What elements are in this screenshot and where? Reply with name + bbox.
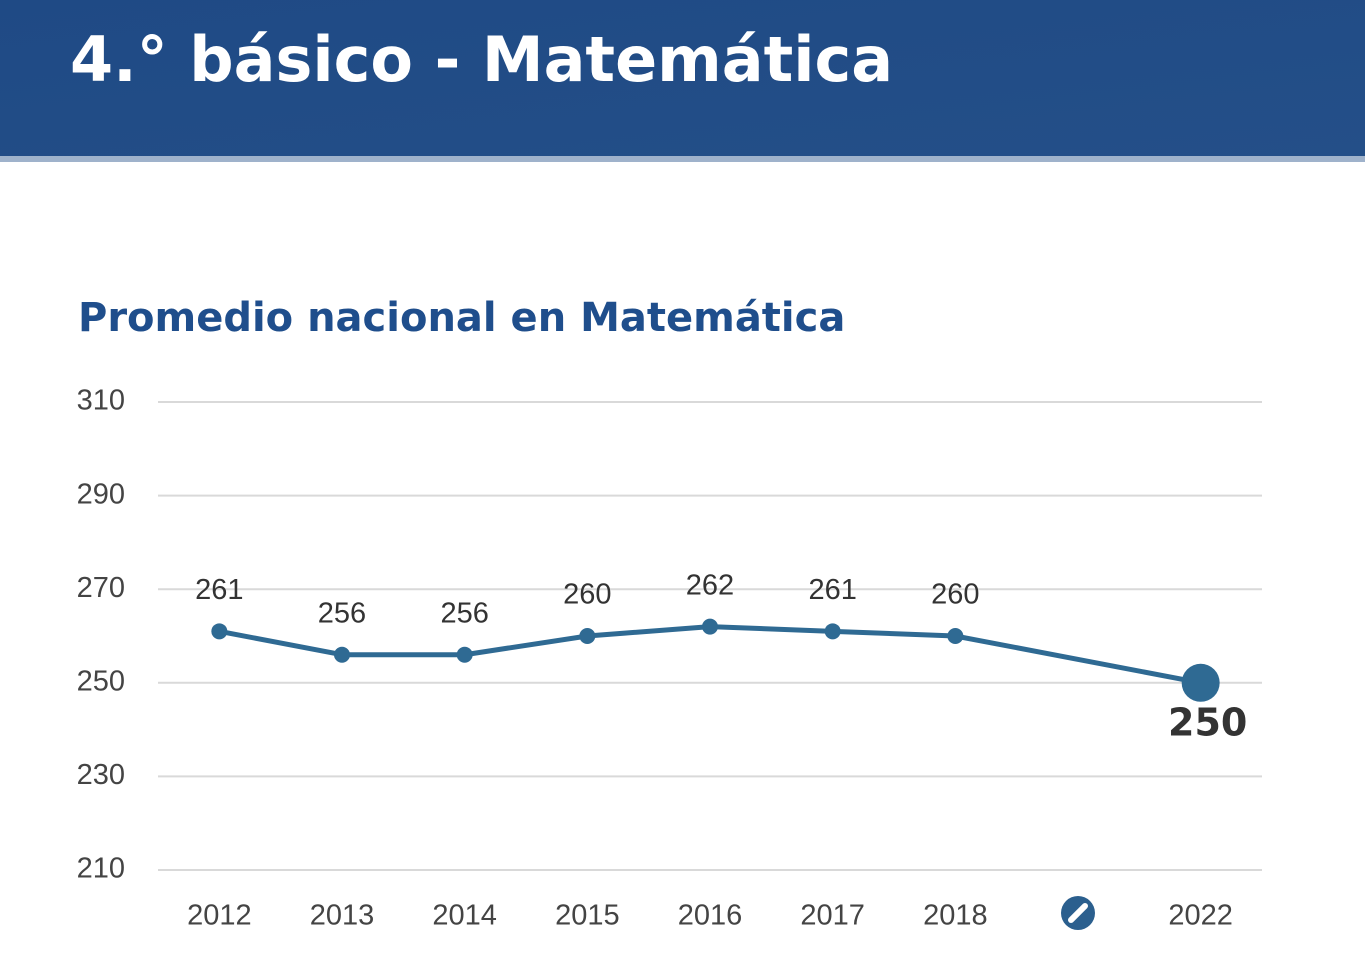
point (1181, 663, 1220, 702)
value-label: 250 (1168, 700, 1247, 744)
y-tick-label: 310 (77, 385, 125, 417)
value-label: 260 (931, 579, 979, 611)
point (334, 646, 350, 663)
point (824, 623, 841, 640)
x-tick-label: 2017 (800, 900, 865, 932)
point (456, 646, 473, 663)
point (579, 628, 596, 644)
point (947, 628, 964, 644)
x-tick-label: 2018 (923, 900, 988, 932)
header-band (0, 0, 1365, 160)
value-label: 262 (686, 569, 734, 601)
x-tick-label: 2015 (555, 900, 620, 932)
value-label: 256 (318, 597, 366, 629)
x-tick-label: 2012 (187, 900, 252, 932)
x-tick-label: 2016 (678, 900, 743, 932)
point (211, 623, 228, 640)
value-label: 261 (808, 574, 856, 606)
y-tick-label: 230 (77, 759, 125, 791)
no-data-icon (1061, 896, 1095, 930)
x-tick-label: 2013 (310, 900, 375, 932)
value-label: 261 (195, 574, 243, 606)
y-tick-label: 270 (77, 572, 125, 604)
x-tick-label: 2014 (432, 900, 497, 932)
value-label: 260 (563, 579, 611, 611)
x-tick-label: 2022 (1168, 900, 1233, 932)
point (702, 618, 718, 635)
header-title: 4.° básico - Matemática (70, 23, 893, 96)
value-label: 256 (440, 597, 488, 629)
header-edge (0, 156, 1365, 162)
line-connector (954, 633, 1202, 686)
y-tick-label: 250 (77, 665, 125, 697)
y-tick-label: 290 (77, 478, 125, 510)
chart-title: Promedio nacional en Matemática (78, 295, 845, 341)
y-tick-label: 210 (77, 853, 125, 885)
